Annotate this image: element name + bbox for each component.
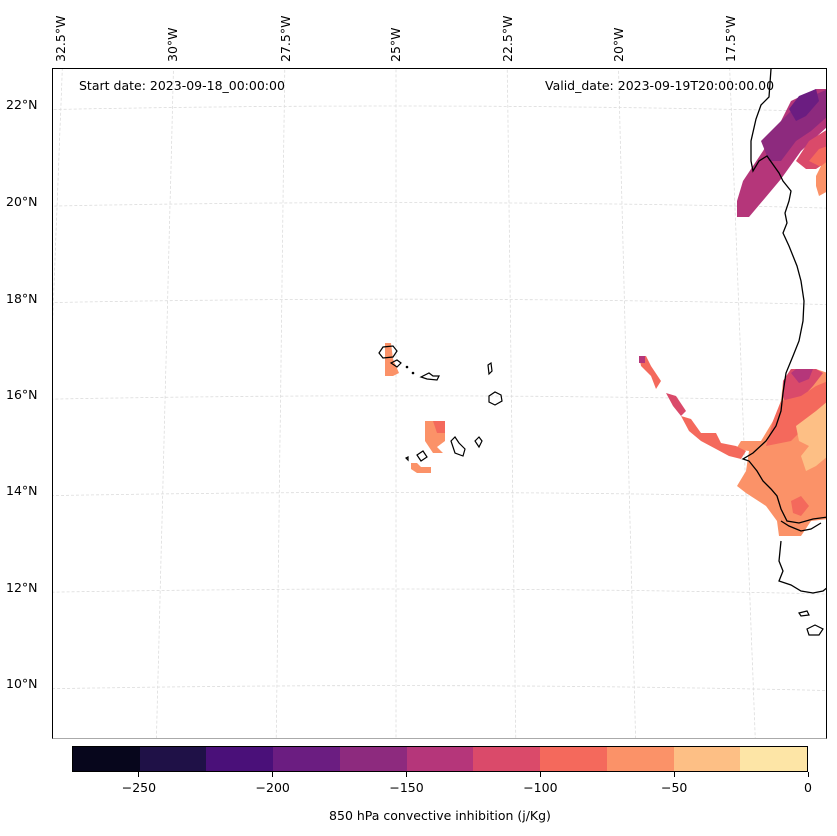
colorbar-tick bbox=[539, 772, 541, 777]
island-outline bbox=[450, 436, 466, 457]
meridian-gridline bbox=[53, 69, 63, 325]
cin-contour-fill bbox=[789, 89, 819, 121]
start-date-annotation: Start date: 2023-09-18_00:00:00 bbox=[79, 78, 285, 93]
colorbar-tick-label: −50 bbox=[660, 780, 688, 795]
cin-contour-fill bbox=[791, 369, 813, 383]
colorbar-tick bbox=[272, 772, 274, 777]
islet bbox=[405, 365, 409, 369]
cin-contour-fill bbox=[666, 393, 686, 416]
colorbar-tick-label: −200 bbox=[255, 780, 290, 795]
colorbar-segment bbox=[273, 747, 340, 771]
colorbar-segment bbox=[606, 747, 674, 771]
colorbar-tick-label: −150 bbox=[389, 780, 424, 795]
island-outline bbox=[389, 359, 402, 368]
colorbar-segment bbox=[406, 747, 474, 771]
latitude-tick-label: 12°N bbox=[6, 580, 38, 595]
islet bbox=[411, 371, 415, 375]
latitude-tick-label: 10°N bbox=[6, 676, 38, 691]
meridian-gridline bbox=[275, 69, 286, 738]
island-outline bbox=[378, 345, 398, 359]
latitude-tick-label: 18°N bbox=[6, 291, 38, 306]
parallel-gridline bbox=[53, 105, 826, 112]
meridian-gridline bbox=[618, 69, 636, 738]
cin-contour-fill bbox=[385, 343, 399, 376]
parallel-gridline bbox=[53, 202, 826, 209]
longitude-tick-label: 25°W bbox=[388, 27, 403, 62]
latitude-tick-label: 22°N bbox=[6, 97, 38, 112]
island-outline bbox=[487, 361, 493, 376]
island-outline bbox=[474, 436, 483, 449]
parallel-gridline bbox=[53, 588, 826, 595]
latitude-tick-label: 16°N bbox=[6, 387, 38, 402]
colorbar-tick bbox=[807, 772, 809, 777]
parallel-gridline bbox=[53, 395, 826, 402]
colorbar-tick-label: −100 bbox=[523, 780, 558, 795]
longitude-tick-label: 20°W bbox=[611, 27, 626, 62]
longitude-tick-label: 27.5°W bbox=[278, 15, 293, 62]
coastline bbox=[780, 520, 822, 532]
parallel-gridline bbox=[53, 492, 826, 498]
cin-contour-fill bbox=[796, 402, 826, 471]
map-panel[interactable] bbox=[52, 68, 827, 739]
latitude-tick-label: 14°N bbox=[6, 483, 38, 498]
coastline bbox=[741, 69, 826, 524]
colorbar-tick bbox=[406, 772, 408, 777]
colorbar-label: 850 hPa convective inhibition (j/Kg) bbox=[329, 808, 551, 823]
cin-contour-fill bbox=[639, 356, 661, 389]
island-outline bbox=[419, 372, 440, 381]
island-outline bbox=[806, 624, 824, 636]
meridian-gridline bbox=[506, 69, 517, 738]
cin-contour-fill bbox=[783, 369, 823, 406]
colorbar-segment bbox=[206, 747, 274, 771]
colorbar-segment bbox=[339, 747, 407, 771]
cin-contour-fill bbox=[681, 416, 746, 459]
parallel-gridline bbox=[53, 685, 826, 691]
cin-contour-fill bbox=[766, 381, 826, 446]
colorbar bbox=[72, 746, 808, 772]
map-canvas bbox=[53, 69, 826, 738]
island-outline bbox=[416, 450, 428, 462]
island-outline bbox=[404, 456, 409, 462]
colorbar-segment bbox=[673, 747, 741, 771]
parallel-gridline bbox=[53, 298, 826, 305]
latitude-tick-label: 20°N bbox=[6, 194, 38, 209]
colorbar-tick-label: −250 bbox=[121, 780, 157, 795]
colorbar-tick bbox=[673, 772, 675, 777]
colorbar-tick bbox=[138, 772, 140, 777]
colorbar-segment bbox=[73, 747, 140, 771]
cin-contour-fill bbox=[433, 421, 445, 433]
island-outline bbox=[488, 391, 503, 406]
coastline bbox=[778, 540, 826, 594]
colorbar-tick-label: 0 bbox=[804, 780, 812, 795]
island-outline bbox=[798, 610, 810, 617]
meridian-gridline bbox=[156, 69, 174, 738]
cin-contour-fill bbox=[816, 162, 826, 196]
cin-contour-fill bbox=[639, 356, 645, 363]
colorbar-segment bbox=[139, 747, 207, 771]
colorbar-segment bbox=[540, 747, 607, 771]
longitude-tick-label: 30°W bbox=[165, 27, 180, 62]
cin-contour-fill bbox=[411, 463, 431, 473]
colorbar-segment bbox=[473, 747, 541, 771]
longitude-tick-label: 17.5°W bbox=[723, 15, 738, 62]
longitude-tick-label: 22.5°W bbox=[500, 15, 515, 62]
cin-contour-fill bbox=[809, 146, 826, 166]
valid-date-annotation: Valid_date: 2023-09-19T20:00:00.00 bbox=[545, 78, 775, 93]
colorbar-segment bbox=[740, 747, 808, 771]
cin-contour-fill bbox=[791, 496, 809, 516]
longitude-tick-label: 32.5°W bbox=[53, 15, 68, 62]
